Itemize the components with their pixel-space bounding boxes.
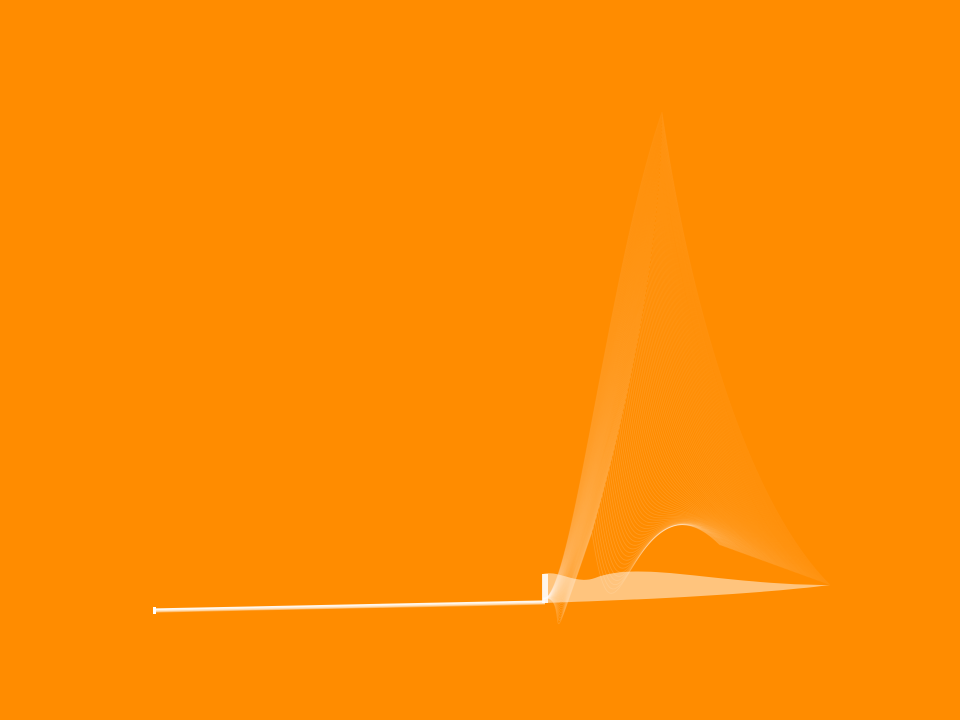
mesh-line <box>542 489 731 605</box>
mesh-line <box>542 190 805 600</box>
mesh-line <box>542 114 830 601</box>
mesh-line <box>542 267 784 600</box>
mesh-line <box>542 395 753 599</box>
mesh-line <box>542 111 831 601</box>
mesh-line <box>542 360 761 600</box>
mesh-line <box>542 515 724 616</box>
mesh-line <box>542 149 817 601</box>
baseline-line <box>153 603 546 613</box>
mesh-line <box>542 340 766 600</box>
mesh-line <box>542 345 765 600</box>
mesh-line <box>542 335 767 600</box>
mesh-line <box>542 212 799 600</box>
step-block <box>542 574 548 603</box>
mesh-line <box>542 524 722 622</box>
mesh-line <box>542 281 781 600</box>
mesh-line <box>542 182 808 600</box>
mesh-line <box>542 272 783 600</box>
mesh-line <box>542 390 754 599</box>
mesh-line <box>542 325 770 600</box>
mesh-line <box>542 239 792 600</box>
mesh-line <box>542 521 723 619</box>
mesh-line <box>542 177 809 600</box>
mesh-line <box>542 385 755 600</box>
mesh-line <box>542 355 762 600</box>
mesh-line <box>542 494 729 607</box>
mesh-line <box>542 291 778 600</box>
mesh-line <box>542 262 786 600</box>
mesh-line <box>542 235 793 600</box>
mesh-line <box>542 244 790 600</box>
mesh-line <box>542 165 812 601</box>
mesh-line <box>542 145 819 601</box>
mesh-line <box>542 365 760 600</box>
mesh-line <box>542 126 825 601</box>
mesh-line <box>542 524 721 625</box>
baseline-stroke <box>153 600 546 614</box>
mesh-line <box>542 217 798 600</box>
mesh-line <box>542 505 727 611</box>
mesh-line <box>542 157 815 601</box>
mesh-line <box>542 253 788 600</box>
mesh-line <box>542 169 811 601</box>
mesh-line <box>542 161 814 601</box>
mesh-line <box>542 350 764 600</box>
mesh-line <box>542 277 782 600</box>
mesh-line <box>542 186 806 600</box>
mesh-line <box>542 230 794 600</box>
mesh-line <box>542 510 726 613</box>
mesh-line <box>542 370 759 600</box>
mesh-line <box>542 153 816 601</box>
mesh-line <box>542 208 800 600</box>
mesh-line <box>542 258 787 600</box>
baseline-cap <box>153 607 156 614</box>
mesh-line <box>542 199 803 600</box>
mesh-line <box>542 203 801 600</box>
mesh-line <box>542 173 810 601</box>
mesh-line <box>542 296 777 600</box>
mesh-line <box>542 137 821 601</box>
mesh-line <box>542 315 772 600</box>
mesh-line <box>542 226 795 600</box>
mesh-line <box>542 221 797 600</box>
mesh-line <box>542 320 771 600</box>
mesh-line <box>542 330 768 600</box>
mesh-line <box>542 130 823 601</box>
mesh-line <box>542 248 789 600</box>
mesh-line <box>542 305 775 600</box>
mesh-line <box>542 117 828 601</box>
baseline-line <box>153 602 546 612</box>
mesh-line <box>542 134 822 601</box>
mesh-line <box>542 120 827 601</box>
peak-base-sheet <box>543 571 830 603</box>
mesh-line <box>542 194 804 600</box>
mesh-line <box>542 499 728 609</box>
mesh-line <box>542 310 773 600</box>
mesh-lines <box>542 111 831 625</box>
mesh-line <box>542 380 756 600</box>
mesh-line <box>542 141 820 601</box>
baseline-line <box>153 602 546 612</box>
mesh-line <box>542 123 826 601</box>
mesh-line <box>542 375 757 600</box>
mesh-line <box>542 286 779 600</box>
mesh-line <box>542 301 776 600</box>
